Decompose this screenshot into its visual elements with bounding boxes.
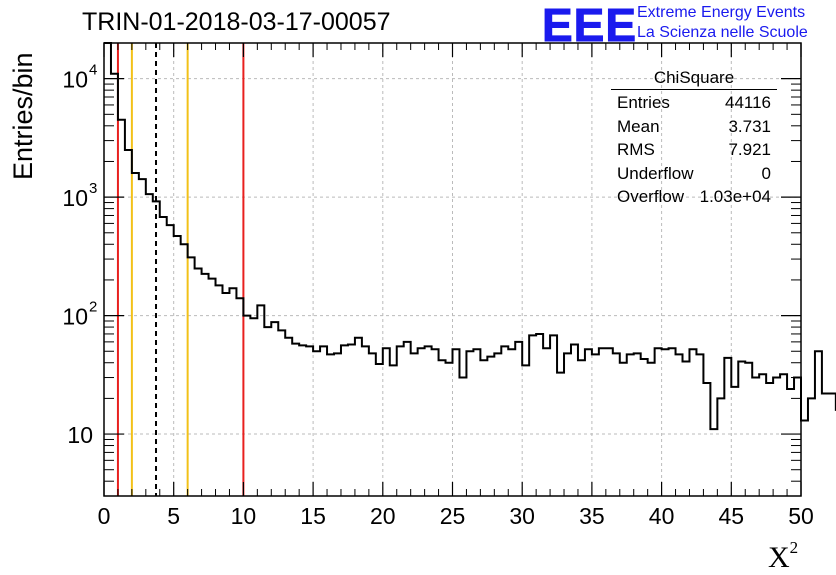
y-tick-label: 10 — [62, 67, 88, 93]
y-tick-label: 10 — [67, 422, 93, 448]
x-tick-label: 35 — [579, 503, 605, 529]
x-tick-label: 45 — [719, 503, 745, 529]
stats-value: 0 — [761, 163, 771, 183]
x-axis-label-base: X — [768, 541, 790, 574]
stats-row-mean: Mean 3.731 — [611, 115, 777, 139]
stats-label: Entries — [617, 93, 670, 112]
x-tick-label: 15 — [300, 503, 326, 529]
y-tick-label-exponent: 3 — [89, 180, 97, 197]
grid-layer — [104, 43, 801, 496]
stats-row-underflow: Underflow 0 — [611, 162, 777, 186]
stats-row-entries: Entries 44116 — [611, 91, 777, 115]
logo-line-1: Extreme Energy Events — [637, 4, 806, 21]
histogram-series — [104, 42, 836, 431]
x-tick-label: 50 — [788, 503, 814, 529]
stats-value: 44116 — [724, 93, 771, 112]
y-tick-label-exponent: 4 — [89, 62, 97, 79]
stats-box: ChiSquare Entries 44116 Mean 3.731 RMS 7… — [611, 68, 777, 209]
stats-value: 1.03e+04 — [699, 187, 771, 206]
x-tick-label: 40 — [649, 503, 675, 529]
stats-label: RMS — [617, 140, 655, 159]
stats-label: Underflow — [617, 163, 694, 183]
y-axis-label: Entries/bin — [8, 52, 38, 180]
x-tick-label: 5 — [167, 503, 180, 529]
x-tick-label: 10 — [231, 503, 257, 529]
x-axis-label: X2 — [768, 538, 798, 575]
y-tick-label-exponent: 2 — [89, 299, 97, 316]
stats-value: 3.731 — [728, 116, 771, 136]
x-tick-label: 0 — [98, 503, 111, 529]
stats-row-overflow: Overflow 1.03e+04 — [611, 185, 777, 209]
stats-row-rms: RMS 7.921 — [611, 138, 777, 162]
stats-label: Mean — [617, 116, 660, 136]
x-axis-label-sup: 2 — [789, 538, 799, 557]
eee-logo-mark: EEE — [541, 0, 638, 52]
stats-title: ChiSquare — [611, 68, 777, 90]
x-tick-label: 30 — [509, 503, 535, 529]
y-tick-label: 10 — [62, 185, 88, 211]
stats-label: Overflow — [617, 187, 685, 206]
x-tick-label: 25 — [440, 503, 466, 529]
marker-lines — [116, 43, 245, 496]
logo-line-2: La Scienza nelle Scuole — [637, 24, 808, 41]
stats-value: 7.921 — [728, 140, 771, 159]
histogram-title: TRIN-01-2018-03-17-00057 — [82, 8, 391, 36]
y-tick-label: 10 — [62, 304, 88, 330]
x-tick-label: 20 — [370, 503, 396, 529]
